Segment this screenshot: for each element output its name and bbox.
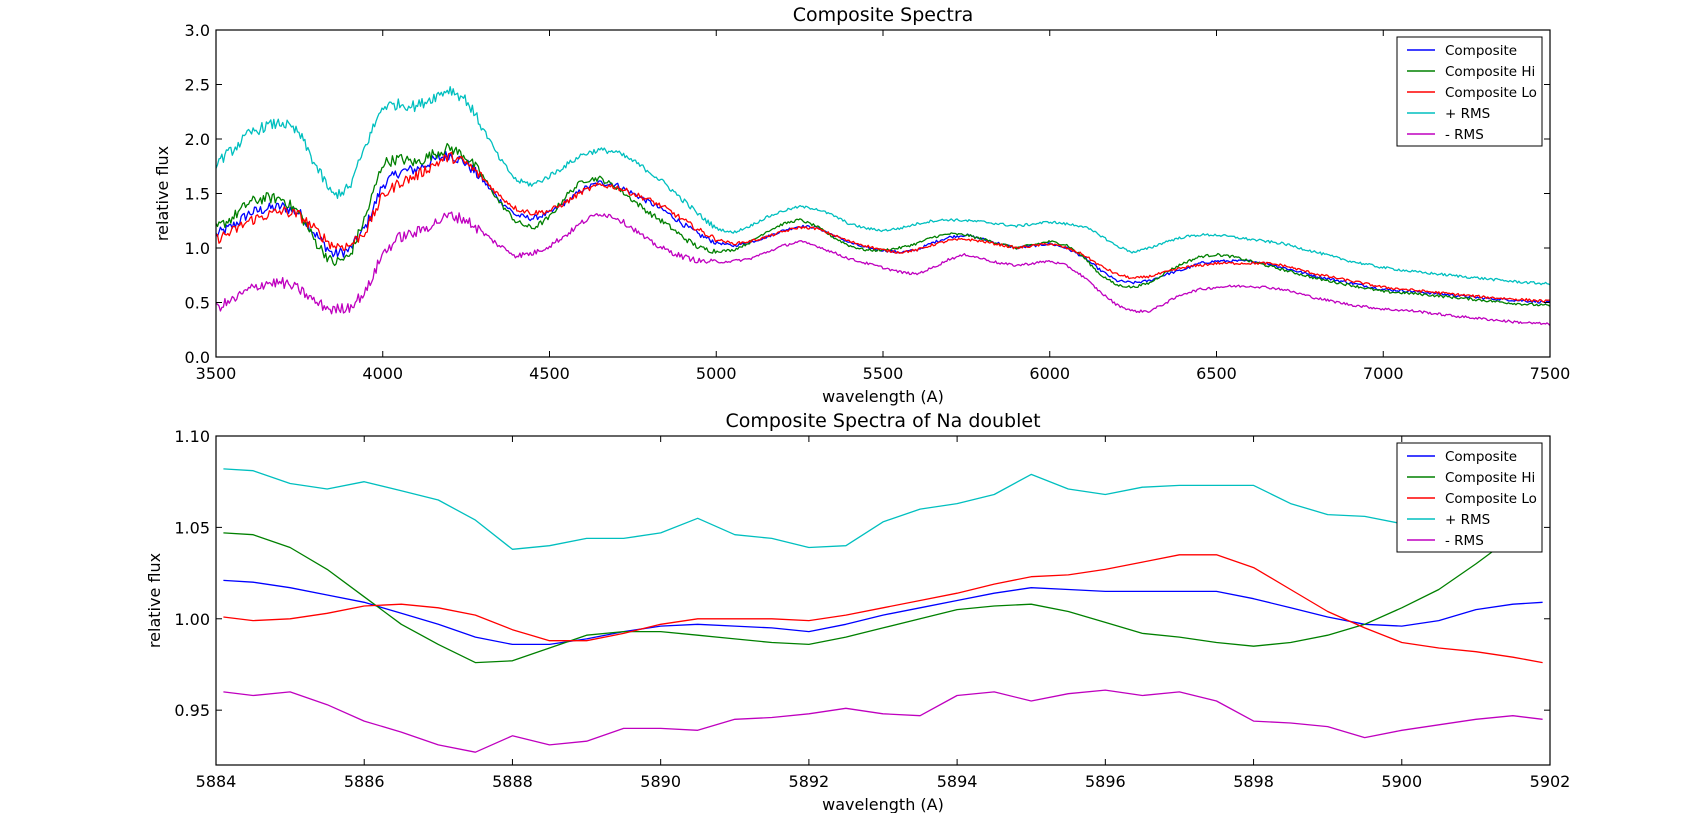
top-plot-frame [215,29,1551,358]
bottom-legend: Composite Composite Hi Composite Lo + RMS - … [1396,442,1543,553]
top-ytick-label: 2.5 [185,76,210,95]
bottom-xtick-label: 5894 [937,772,978,791]
top-chart: 3500 4000 4500 5000 5500 6000 6500 7000 7500 0.0 0… [153,4,1570,406]
bottom-chart: 5884 5886 5888 5890 5892 5894 5896 5898 5900 5902… [145,410,1570,813]
bottom-series-rms [223,468,1439,550]
top-series-group [216,86,1550,326]
top-legend-label: Composite Hi [1445,64,1535,80]
top-legend-label: Composite [1445,43,1517,59]
bottom-legend-label: + RMS [1445,512,1490,528]
bottom-ytick-label: 1.05 [174,518,210,537]
bottom-plot-frame [215,435,1551,766]
top-x-axis-label: wavelength (A) [822,387,944,406]
bottom-xtick-label: 5898 [1233,772,1274,791]
bottom-series-rms [223,689,1543,753]
bottom-ytick-label: 1.10 [174,427,210,446]
bottom-series-group [223,468,1543,753]
top-series-rms [216,86,1550,286]
top-ytick-label: 1.5 [185,185,210,204]
top-chart-title: Composite Spectra [793,4,974,26]
top-series-rms [216,211,1550,326]
bottom-chart-title: Composite Spectra of Na doublet [725,410,1040,432]
bottom-xtick-label: 5884 [196,772,237,791]
top-ytick-label: 1.0 [185,239,210,258]
top-series-composite [216,150,1550,304]
bottom-xtick-label: 5900 [1381,772,1422,791]
bottom-series-composite-lo [223,554,1543,664]
bottom-ytick-label: 0.95 [174,701,210,720]
top-legend: Composite Composite Hi Composite Lo + RMS - … [1396,36,1543,147]
top-xtick-label: 3500 [196,364,237,383]
bottom-legend-label: Composite Lo [1445,491,1537,507]
bottom-ytick-label: 1.00 [174,610,210,629]
top-series-composite-lo [216,151,1550,303]
top-xtick-label: 6000 [1029,364,1070,383]
bottom-xtick-label: 5890 [640,772,681,791]
bottom-legend-label: - RMS [1445,533,1484,549]
top-ytick-label: 0.5 [185,294,210,313]
top-xtick-label: 5500 [863,364,904,383]
bottom-y-axis-label: relative flux [145,553,164,648]
top-xtick-label: 6500 [1196,364,1237,383]
top-series-composite-hi [216,142,1550,307]
top-legend-label: + RMS [1445,106,1490,122]
top-ytick-label: 3.0 [185,21,210,40]
bottom-series-composite-hi [223,532,1514,664]
bottom-legend-label: Composite Hi [1445,470,1535,486]
top-xtick-label: 7500 [1530,364,1571,383]
bottom-x-axis-label: wavelength (A) [822,795,944,813]
bottom-xtick-label: 5892 [789,772,830,791]
bottom-xtick-label: 5886 [344,772,385,791]
top-xtick-label: 5000 [696,364,737,383]
top-xtick-label: 4500 [529,364,570,383]
bottom-series-composite [223,579,1543,646]
top-y-axis-label: relative flux [153,146,172,241]
top-legend-label: - RMS [1445,127,1484,143]
bottom-xtick-label: 5902 [1530,772,1571,791]
top-ytick-label: 0.0 [185,348,210,367]
bottom-xtick-label: 5896 [1085,772,1126,791]
top-xtick-label: 7000 [1363,364,1404,383]
bottom-xtick-label: 5888 [492,772,533,791]
top-legend-box [1396,36,1543,147]
top-legend-label: Composite Lo [1445,85,1537,101]
bottom-legend-label: Composite [1445,449,1517,465]
top-ytick-label: 2.0 [185,130,210,149]
top-xtick-label: 4000 [362,364,403,383]
